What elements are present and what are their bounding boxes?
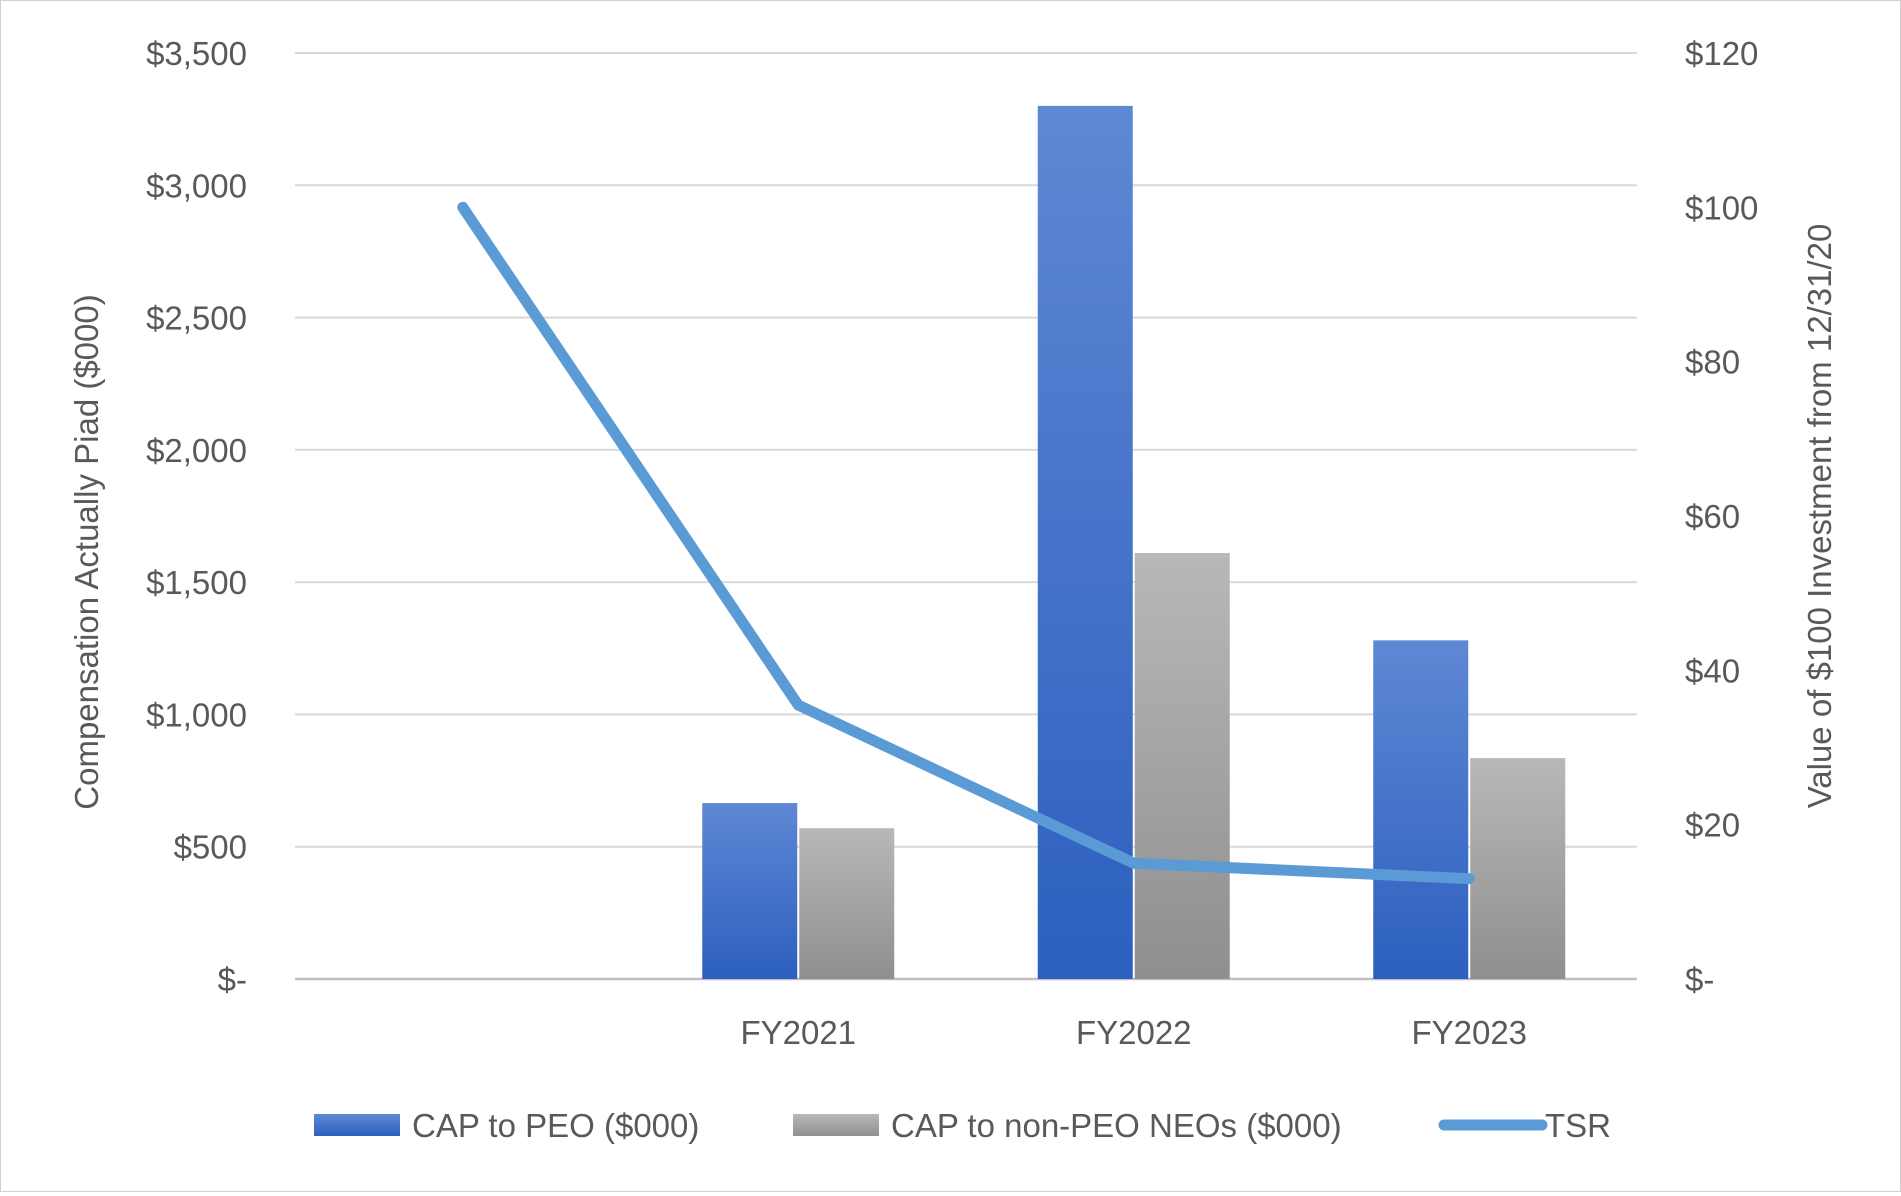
- neo-bar: [799, 828, 895, 979]
- x-tick-label: FY2023: [1411, 1014, 1527, 1051]
- legend-item: CAP to PEO ($000): [314, 1107, 699, 1144]
- y-tick-label: $3,500: [146, 35, 247, 72]
- legend-label: CAP to non-PEO NEOs ($000): [891, 1107, 1342, 1144]
- y-tick-label: $1,000: [146, 696, 247, 733]
- right-axis-ticks: $- $20 $40 $60 $80 $100 $120: [1685, 35, 1758, 998]
- y2-tick-label: $40: [1685, 652, 1740, 689]
- y-tick-label: $500: [174, 829, 247, 866]
- legend-item: CAP to non-PEO NEOs ($000): [793, 1107, 1342, 1144]
- y2-tick-label: $80: [1685, 344, 1740, 381]
- y-tick-label: $1,500: [146, 564, 247, 601]
- y2-tick-label: $-: [1685, 961, 1714, 998]
- peo-bar: [1037, 105, 1133, 979]
- legend-label: CAP to PEO ($000): [412, 1107, 699, 1144]
- bars: [702, 105, 1566, 979]
- neo-bar: [1470, 758, 1566, 979]
- legend: CAP to PEO ($000) CAP to non-PEO NEOs ($0…: [314, 1107, 1611, 1144]
- x-tick-label: FY2022: [1076, 1014, 1192, 1051]
- legend-label: TSR: [1545, 1107, 1611, 1144]
- neo-bar: [1134, 553, 1230, 979]
- y-tick-label: $2,500: [146, 300, 247, 337]
- legend-swatch: [314, 1114, 400, 1136]
- y-tick-label: $-: [218, 961, 247, 998]
- y-tick-label: $2,000: [146, 432, 247, 469]
- tsr-line: [457, 201, 1475, 885]
- y-axis-title: Compensation Actually Piad ($000): [68, 294, 105, 809]
- peo-bar: [1373, 640, 1469, 979]
- tsr-line-layer: [457, 201, 1475, 885]
- y2-axis-title: Value of $100 Investment from 12/31/20: [1801, 224, 1838, 809]
- y2-tick-label: $100: [1685, 189, 1758, 226]
- left-axis-ticks: $- $500 $1,000 $1,500 $2,000 $2,500 $3,000 $3,5…: [146, 35, 247, 998]
- legend-item: TSR: [1438, 1107, 1611, 1144]
- x-tick-label: FY2021: [740, 1014, 856, 1051]
- y2-tick-label: $120: [1685, 35, 1758, 72]
- y2-tick-label: $20: [1685, 807, 1740, 844]
- x-axis-ticks: FY2021 FY2022 FY2023: [740, 1014, 1527, 1051]
- y2-tick-label: $60: [1685, 498, 1740, 535]
- legend-swatch: [793, 1114, 879, 1136]
- peo-bar: [702, 803, 798, 979]
- y-tick-label: $3,000: [146, 167, 247, 204]
